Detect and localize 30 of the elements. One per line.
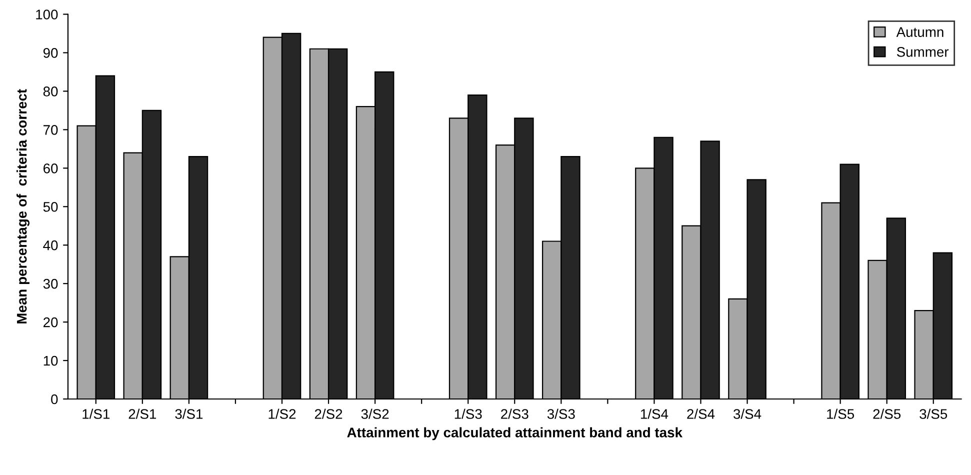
y-tick-label: 30 (43, 278, 58, 289)
x-tick-label: 1/S2 (268, 408, 296, 419)
y-tick-label: 100 (36, 10, 58, 20)
x-tick-label: 1/S4 (640, 408, 668, 419)
x-tick-label: 2/S5 (873, 408, 901, 419)
y-tick-label: 0 (51, 394, 58, 404)
y-tick-label: 60 (44, 163, 58, 174)
x-tick-label: 2/S3 (501, 408, 528, 419)
x-tick-label: 1/S3 (454, 408, 482, 419)
x-axis-title: Attainment by calculated attainment band and task (347, 427, 683, 440)
x-tick-label: 2/S1 (128, 408, 156, 419)
y-tick-label: 50 (43, 202, 58, 212)
y-tick-label: 40 (43, 240, 58, 250)
x-tick-label: 3/S4 (734, 408, 762, 419)
legend-label: Summer (896, 47, 949, 57)
y-axis-title: Mean percentage of criteria correct (16, 89, 30, 324)
x-tick-label: 3/S1 (175, 408, 203, 419)
y-tick-label: 20 (44, 317, 58, 328)
legend-label: Autumn (896, 27, 944, 37)
x-tick-label: 3/S5 (920, 408, 948, 419)
x-tick-label: 3/S2 (361, 408, 389, 419)
y-tick-label: 80 (43, 86, 58, 96)
y-tick-label: 90 (43, 48, 58, 58)
x-tick-label: 1/S5 (827, 408, 854, 419)
x-tick-label: 3/S3 (547, 408, 575, 419)
y-tick-label: 10 (44, 356, 58, 366)
x-tick-label: 1/S1 (82, 408, 110, 419)
x-tick-label: 2/S4 (687, 408, 715, 419)
x-tick-label: 2/S2 (314, 408, 342, 419)
y-tick-label: 70 (44, 125, 58, 135)
